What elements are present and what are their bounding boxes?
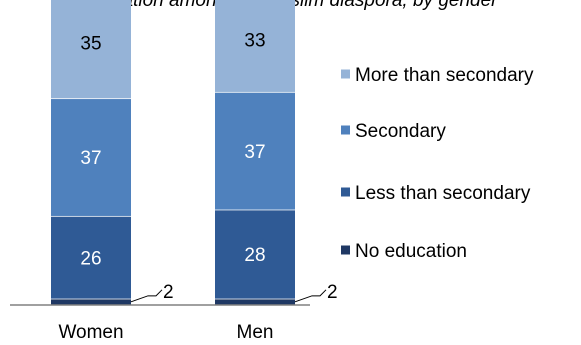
legend-label-no-education: No education xyxy=(355,241,467,262)
legend-item-less-than-secondary: Less than secondary xyxy=(341,183,531,204)
legend-swatch-no-education xyxy=(341,245,350,255)
value-label-women-less-than-secondary: 26 xyxy=(80,248,101,269)
bar-segment-women-no-education xyxy=(51,299,131,305)
bar-segment-men-secondary xyxy=(215,92,295,210)
callout-label-men-no-education: 2 xyxy=(327,282,338,303)
legend-label-secondary: Secondary xyxy=(355,121,446,142)
value-label-men-less-than-secondary: 28 xyxy=(244,245,265,266)
partial-title-text: ucation among the Muslim diaspora, by ge… xyxy=(102,0,498,11)
bar-segment-men-more-than-secondary xyxy=(215,0,295,92)
legend-label-less-than-secondary: Less than secondary xyxy=(355,183,531,204)
x-tick-label-men: Men xyxy=(237,322,274,343)
callout-line-women-no-education xyxy=(130,289,163,303)
callout-label-women-no-education: 2 xyxy=(163,282,174,303)
value-label-women-secondary: 37 xyxy=(80,148,101,169)
bar-segment-women-less-than-secondary xyxy=(51,216,131,299)
value-label-men-secondary: 37 xyxy=(244,142,265,163)
legend: No education Less than secondary Secondary… xyxy=(341,65,534,262)
legend-swatch-secondary xyxy=(341,125,350,135)
value-label-men-more-than-secondary: 33 xyxy=(244,30,265,51)
legend-label-more-than-secondary: More than secondary xyxy=(355,65,534,86)
legend-swatch-less-than-secondary xyxy=(341,187,350,197)
x-tick-labels-group: Women Men xyxy=(58,322,273,343)
bar-segment-men-less-than-secondary xyxy=(215,210,295,299)
legend-item-more-than-secondary: More than secondary xyxy=(341,65,534,86)
value-label-women-more-than-secondary: 35 xyxy=(80,34,101,55)
bars-group xyxy=(51,0,295,305)
callout-line-men-no-education xyxy=(294,289,327,303)
bar-segment-women-more-than-secondary xyxy=(51,0,131,99)
legend-swatch-more-than-secondary xyxy=(341,69,350,79)
value-labels-group: 26 37 35 28 37 33 xyxy=(80,30,265,269)
bar-segment-men-no-education xyxy=(215,299,295,305)
x-tick-label-women: Women xyxy=(58,322,123,343)
legend-item-secondary: Secondary xyxy=(341,121,446,142)
legend-item-no-education: No education xyxy=(341,241,467,262)
bar-segment-women-secondary xyxy=(51,99,131,216)
